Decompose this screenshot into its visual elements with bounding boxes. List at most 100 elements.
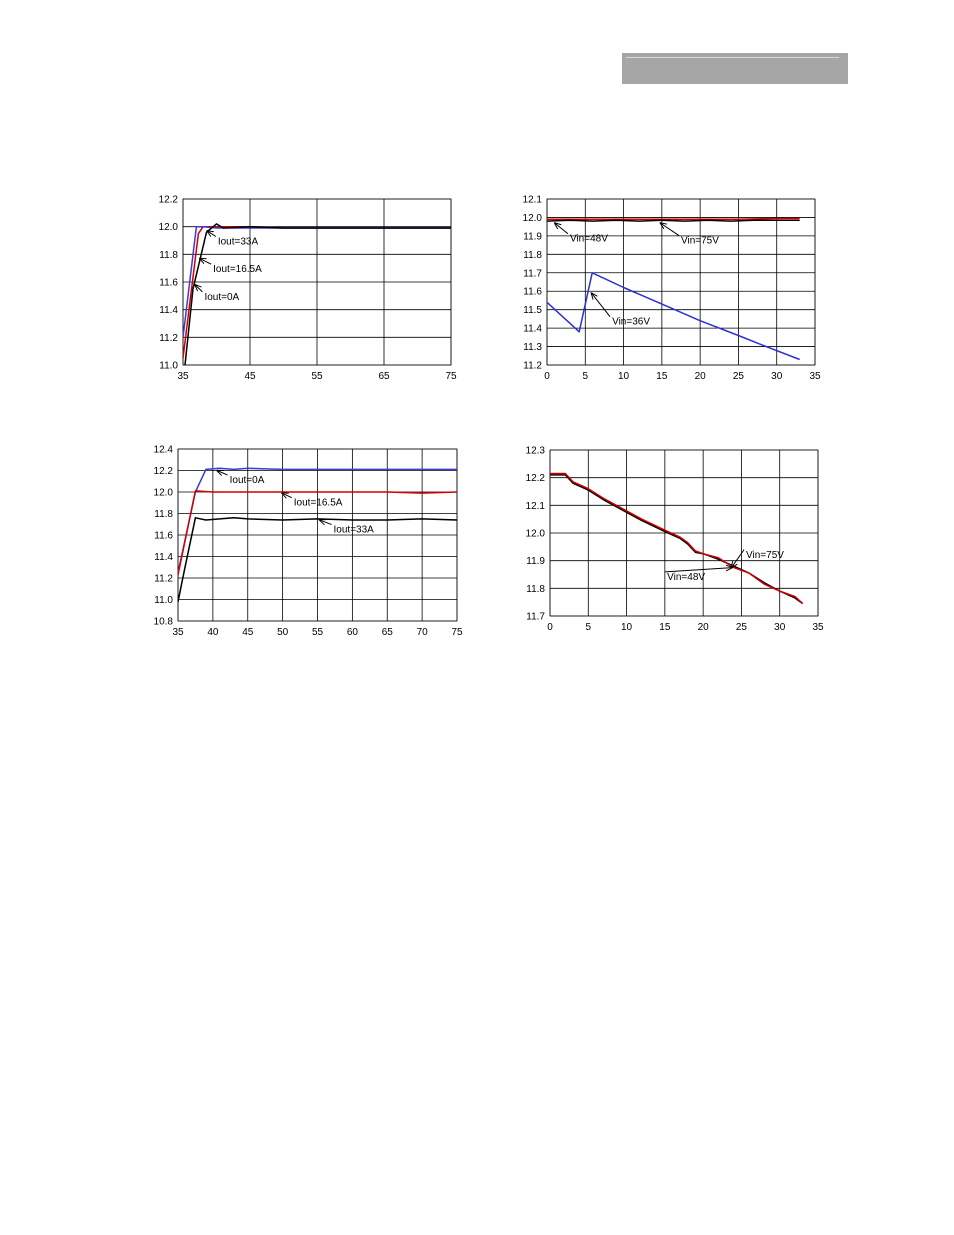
y-tick-label: 11.0 <box>159 361 178 372</box>
y-tick-label: 12.0 <box>154 488 174 499</box>
x-tick-label: 50 <box>277 627 289 638</box>
y-tick-label: 12.4 <box>154 445 174 456</box>
x-tick-label: 0 <box>544 371 550 382</box>
series-line <box>546 219 800 222</box>
x-tick-label: 35 <box>812 622 824 633</box>
annotation-arrow <box>282 493 292 498</box>
y-tick-label: 11.0 <box>154 595 173 606</box>
y-tick-label: 11.8 <box>154 509 173 520</box>
header-bar <box>622 53 848 84</box>
x-tick-label: 60 <box>347 627 359 638</box>
x-tick-label: 10 <box>621 622 633 633</box>
chart-output-voltage-vs-load-droop: 11.7 11.8 11.9 12.0 12.1 12.2 12.3 0 5 10 15 20 25 30… <box>526 446 824 634</box>
y-tick-label: 12.3 <box>526 446 546 457</box>
series-line <box>177 517 458 602</box>
y-tick-label: 11.9 <box>526 556 545 567</box>
annotation-label: Vin=36V <box>612 317 650 328</box>
annotation-arrow <box>195 285 203 293</box>
x-tick-label: 30 <box>771 371 783 382</box>
x-tick-label: 5 <box>583 371 589 382</box>
series-line <box>177 490 458 575</box>
x-tick-label: 25 <box>733 371 745 382</box>
y-tick-label: 12.1 <box>523 195 543 206</box>
y-tick-label: 12.2 <box>526 473 546 484</box>
y-tick-label: 11.6 <box>154 531 173 542</box>
y-tick-label: 11.6 <box>523 287 542 298</box>
annotation-arrow <box>591 293 611 318</box>
annotation-label: Iout=16.5A <box>294 498 343 509</box>
annotation-arrow <box>660 223 680 236</box>
y-tick-label: 11.9 <box>523 231 542 242</box>
x-tick-label: 30 <box>774 622 786 633</box>
x-tick-label: 25 <box>736 622 748 633</box>
x-tick-label: 5 <box>586 622 592 633</box>
y-tick-label: 12.2 <box>159 195 179 206</box>
x-tick-label: 45 <box>244 371 256 382</box>
y-tick-label: 11.6 <box>159 278 178 289</box>
x-tick-label: 70 <box>417 627 429 638</box>
y-tick-label: 11.4 <box>154 552 173 563</box>
y-tick-label: 12.0 <box>159 222 179 233</box>
y-tick-label: 12.2 <box>154 466 174 477</box>
x-tick-label: 0 <box>547 622 553 633</box>
y-tick-label: 11.7 <box>523 268 542 279</box>
y-tick-label: 11.2 <box>154 574 173 585</box>
annotation-label: Iout=0A <box>204 292 239 303</box>
annotation-arrow <box>320 520 332 525</box>
annotation-arrow <box>217 471 228 476</box>
x-tick-label: 20 <box>698 622 710 633</box>
x-tick-label: 15 <box>659 622 671 633</box>
annotation-arrow <box>555 223 569 235</box>
series-line <box>184 223 451 366</box>
chart-output-voltage-trim-vs-input: 10.8 11.0 11.2 11.4 11.6 11.8 12.0 12.2 12.4 35 40… <box>154 445 463 639</box>
header-bar-rule <box>626 57 839 58</box>
annotation-label: Vin=75V <box>681 236 719 247</box>
x-tick-label: 65 <box>382 627 394 638</box>
x-tick-label: 40 <box>207 627 219 638</box>
y-tick-label: 12.0 <box>526 529 546 540</box>
x-tick-label: 35 <box>177 371 189 382</box>
y-tick-label: 11.2 <box>523 361 542 372</box>
chart-output-voltage-vs-load: 11.2 11.3 11.4 11.5 11.6 11.7 11.8 11.9 12.0 12.1… <box>523 195 821 383</box>
y-tick-label: 11.7 <box>526 612 545 623</box>
annotation-label: Iout=0A <box>230 475 265 486</box>
series-line <box>546 272 800 361</box>
series-line <box>177 467 457 573</box>
annotation-label: Vin=48V <box>667 572 705 583</box>
y-tick-label: 11.4 <box>159 305 178 316</box>
x-tick-label: 45 <box>242 627 254 638</box>
x-tick-label: 10 <box>618 371 630 382</box>
chart-output-voltage-vs-input-startup: 11.0 11.2 11.4 11.6 11.8 12.0 12.2 35 45 55 65 75 Io… <box>159 195 457 383</box>
annotation-label: Vin=75V <box>746 550 784 561</box>
series-line <box>550 474 804 605</box>
x-tick-label: 15 <box>656 371 668 382</box>
annotation-arrow <box>731 549 745 568</box>
y-tick-label: 12.0 <box>523 213 543 224</box>
y-tick-label: 10.8 <box>154 617 174 628</box>
annotation-arrow <box>200 258 212 265</box>
series-line <box>550 472 804 605</box>
y-tick-label: 11.8 <box>523 250 542 261</box>
y-tick-label: 12.1 <box>526 501 546 512</box>
x-tick-label: 55 <box>311 371 323 382</box>
y-tick-label: 11.4 <box>523 324 542 335</box>
series-line <box>547 217 800 221</box>
annotation-label: Vin=48V <box>570 234 608 245</box>
x-tick-label: 75 <box>451 627 463 638</box>
y-tick-label: 11.2 <box>159 333 178 344</box>
y-tick-label: 11.3 <box>523 342 542 353</box>
x-tick-label: 35 <box>809 371 821 382</box>
plot-area <box>546 198 816 366</box>
x-tick-label: 75 <box>445 371 457 382</box>
x-tick-label: 35 <box>172 627 184 638</box>
x-tick-label: 55 <box>312 627 324 638</box>
annotation-label: Iout=16.5A <box>213 264 262 275</box>
y-tick-label: 11.5 <box>523 305 542 316</box>
y-tick-label: 11.8 <box>159 250 178 261</box>
x-tick-label: 65 <box>378 371 390 382</box>
annotation-label: Iout=33A <box>218 237 259 248</box>
annotation-label: Iout=33A <box>334 525 375 536</box>
y-tick-label: 11.8 <box>526 584 545 595</box>
x-tick-label: 20 <box>695 371 707 382</box>
annotation-arrow <box>207 231 217 237</box>
